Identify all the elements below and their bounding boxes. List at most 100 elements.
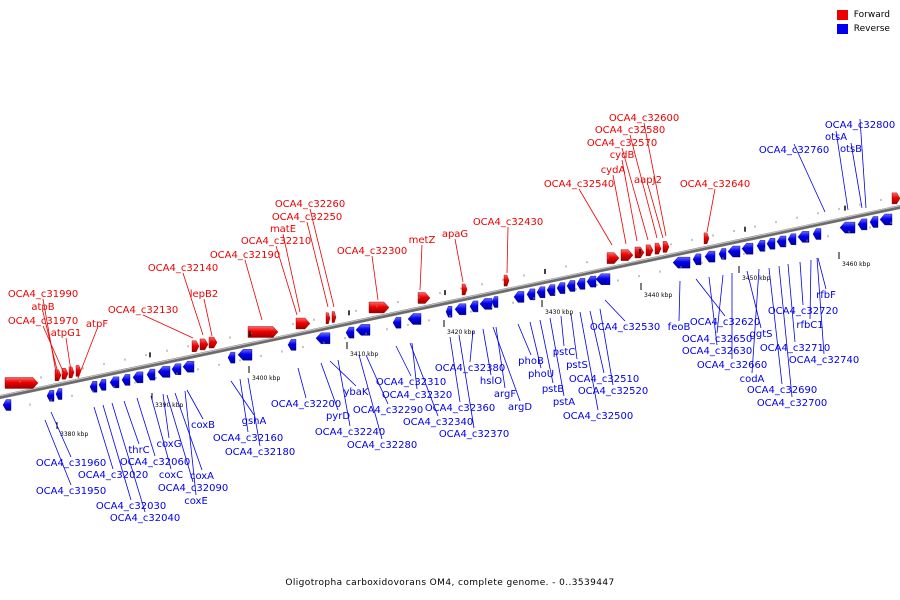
reverse-label-27: OCA4_c32370 [439,429,509,440]
reverse-label-54-leader [816,257,825,355]
reverse-gene-18 [355,324,371,336]
forward-label-18-leader [578,188,613,246]
forward-label-22: OCA4_c32580 [595,125,665,136]
forward-gene-15 [461,283,468,296]
reverse-label-38: OCA4_c32500 [563,411,633,422]
reverse-label-49-leader [768,267,783,385]
reverse-label-2: OCA4_c31950 [36,486,106,497]
legend-reverse: Reverse [836,22,890,36]
reverse-label-11: OCA4_c32090 [158,483,228,494]
forward-gene-11 [325,312,331,324]
forward-label-4: atpG1 [51,328,82,339]
reverse-label-15: OCA4_c32160 [213,433,283,444]
reverse-label-52-leader [799,261,804,306]
reverse-label-44: OCA4_c32630 [682,346,752,357]
reverse-gene-29 [546,284,556,296]
forward-swatch [836,10,848,20]
reverse-gene-42 [766,238,776,250]
forward-label-22-leader [629,134,658,239]
forward-gene-5 [75,365,82,377]
reverse-label-12: coxE [184,496,208,507]
reverse-label-9: coxG [157,439,182,450]
reverse-label-34-leader [539,319,554,384]
reverse-label-51: OCA4_c32710 [760,343,830,354]
forward-label-17: OCA4_c32430 [473,217,543,228]
reverse-label-35-leader [549,317,565,397]
forward-gene-14 [417,292,431,304]
reverse-label-39-leader [589,310,605,374]
reverse-gene-31 [566,280,576,292]
forward-label-21-leader [621,147,649,241]
forward-label-12: OCA4_c32250 [272,212,342,223]
forward-label-11: matE [270,224,296,235]
forward-gene-8 [208,336,218,349]
reverse-label-43: OCA4_c32620 [690,317,760,328]
reverse-label-7-leader [136,397,156,457]
reverse-label-1: OCA4_c31960 [36,458,106,469]
reverse-gene-5 [98,379,107,391]
reverse-gene-12 [182,361,195,373]
reverse-label-36: pstC [553,347,575,358]
reverse-gene-7 [121,374,131,386]
reverse-label-15-leader [239,378,249,433]
forward-label-1-leader [42,298,58,379]
forward-label-3-leader [42,325,67,379]
forward-label-15: metZ [409,235,436,246]
reverse-label-55-leader [817,257,827,290]
reverse-label-29-leader [482,328,492,376]
reverse-label-8: coxC [159,470,183,481]
forward-gene-20 [645,244,654,257]
reverse-gene-43 [776,235,787,248]
forward-label-16: apaG [442,229,468,240]
reverse-label-52: OCA4_c32720 [768,306,838,317]
forward-label-15-leader [419,244,423,291]
reverse-label-3: OCA4_c32020 [78,470,148,481]
reverse-label-27-leader [458,334,475,429]
forward-label-6-leader [142,314,194,339]
reverse-label-16: OCA4_c32180 [225,447,295,458]
reverse-label-39: OCA4_c32510 [569,374,639,385]
forward-label-24-leader [647,184,664,239]
reverse-label-30: argF [494,389,516,400]
forward-gene-1 [4,377,39,389]
forward-label-19-leader [612,174,627,245]
reverse-label-45-leader [716,274,724,334]
reverse-label-58-leader [850,142,863,209]
forward-label-3: OCA4_c31970 [8,316,78,327]
reverse-label-14: gshA [242,416,267,427]
forward-gene-9 [247,326,279,338]
forward-label-1: OCA4_c31990 [8,289,78,300]
scale-label: 3440 kbp [644,292,672,299]
reverse-label-2-leader [44,419,72,486]
forward-label-8-leader [203,298,213,337]
reverse-gene-27 [526,288,536,301]
reverse-label-53: rfbC1 [796,320,823,331]
forward-gene-6 [191,340,200,352]
forward-label-25-leader [706,188,716,233]
reverse-label-18: pyrD [326,411,350,422]
reverse-label-22-leader [365,354,389,405]
forward-label-4-leader [65,337,73,379]
reverse-gene-25 [491,296,499,308]
reverse-label-6-leader [123,400,140,445]
reverse-gene-45 [797,231,810,243]
legend-forward: Forward [836,8,890,22]
reverse-gene-2 [46,390,55,402]
legend: Forward Reverse [836,8,890,36]
reverse-label-47: ggtS [750,329,773,340]
forward-label-10: OCA4_c32210 [241,236,311,247]
reverse-swatch [836,24,848,34]
forward-label-7: OCA4_c32140 [148,263,218,274]
reverse-label-11-leader [166,394,194,483]
forward-label-16-leader [454,238,464,283]
reverse-label-32: phoB [518,356,544,367]
reverse-gene-50 [879,213,893,226]
forward-gene-10 [295,317,311,330]
forward-label-20-leader [621,159,638,242]
reverse-label-23-leader [395,345,412,377]
forward-label-7-leader [182,272,204,336]
reverse-gene-3 [55,388,63,400]
forward-label-21: OCA4_c32570 [587,138,657,149]
forward-gene-3 [61,368,69,380]
